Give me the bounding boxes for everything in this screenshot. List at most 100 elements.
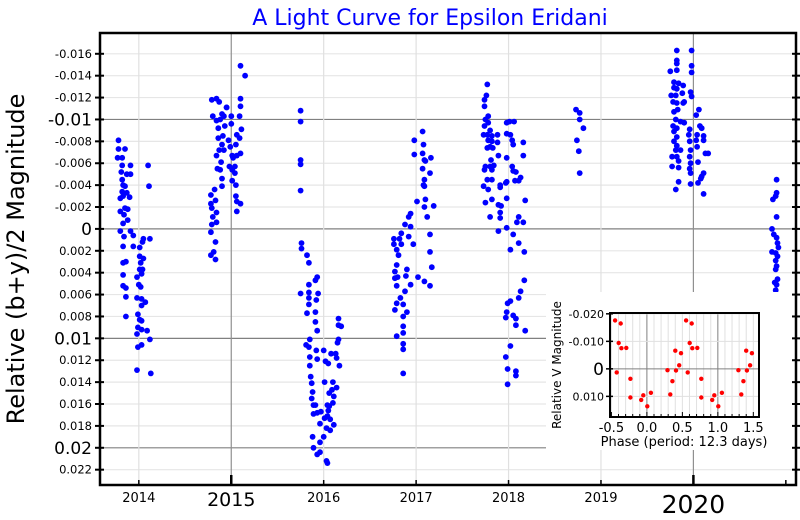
data-point bbox=[335, 336, 342, 343]
data-point bbox=[520, 152, 527, 159]
x-tick-label: 2018 bbox=[492, 491, 525, 506]
data-point bbox=[510, 231, 517, 238]
data-point bbox=[428, 154, 434, 161]
inset-data-point bbox=[739, 392, 744, 397]
data-point bbox=[320, 433, 327, 440]
data-point bbox=[495, 228, 502, 235]
data-point bbox=[233, 182, 239, 189]
inset-data-point bbox=[749, 351, 755, 356]
data-point bbox=[114, 154, 121, 161]
data-point bbox=[229, 177, 236, 184]
data-point bbox=[325, 407, 332, 414]
data-point bbox=[233, 141, 239, 148]
inset-data-point bbox=[744, 368, 750, 373]
data-point bbox=[147, 235, 153, 242]
data-point bbox=[211, 186, 218, 193]
inset-x-tick-label: 0.5 bbox=[672, 421, 693, 436]
y-tick-label: -0.006 bbox=[55, 156, 92, 170]
data-point bbox=[520, 139, 527, 146]
data-point bbox=[121, 233, 127, 240]
data-point bbox=[391, 235, 397, 242]
data-point bbox=[216, 99, 223, 105]
data-point bbox=[217, 166, 224, 173]
data-point bbox=[137, 284, 144, 290]
data-point bbox=[225, 137, 232, 144]
data-point bbox=[142, 299, 149, 306]
data-point bbox=[123, 285, 129, 291]
data-point bbox=[510, 141, 517, 148]
data-point bbox=[393, 246, 400, 253]
data-point bbox=[314, 356, 321, 362]
data-point bbox=[220, 133, 226, 139]
data-point bbox=[484, 81, 491, 88]
y-tick-label: 0.008 bbox=[59, 309, 92, 323]
data-point bbox=[672, 147, 679, 154]
data-point bbox=[430, 203, 437, 209]
data-point bbox=[393, 262, 400, 268]
data-point bbox=[687, 181, 694, 187]
data-point bbox=[138, 270, 145, 277]
data-point bbox=[400, 346, 407, 353]
data-point bbox=[392, 307, 398, 313]
data-point bbox=[497, 209, 504, 216]
data-point bbox=[673, 100, 680, 106]
data-point bbox=[421, 204, 428, 210]
data-point bbox=[306, 362, 313, 369]
data-point bbox=[139, 239, 146, 245]
data-point bbox=[215, 125, 222, 132]
data-point bbox=[317, 439, 323, 446]
data-point bbox=[694, 131, 700, 138]
data-point bbox=[309, 389, 316, 395]
data-point bbox=[502, 354, 509, 360]
data-point bbox=[489, 176, 495, 183]
data-point bbox=[298, 245, 305, 252]
data-point bbox=[208, 205, 215, 212]
data-point bbox=[484, 176, 491, 183]
data-point bbox=[668, 92, 675, 99]
data-point bbox=[400, 330, 407, 336]
y-tick-label: -0.002 bbox=[55, 200, 92, 214]
y-tick-label: 0.016 bbox=[59, 397, 92, 411]
data-point bbox=[576, 116, 583, 123]
y-tick-label: 0.012 bbox=[59, 353, 92, 367]
data-point bbox=[669, 163, 675, 170]
data-point bbox=[705, 150, 712, 157]
data-point bbox=[306, 289, 312, 296]
data-point bbox=[121, 211, 127, 218]
data-point bbox=[306, 295, 312, 301]
data-point bbox=[673, 142, 680, 149]
data-point bbox=[515, 240, 522, 247]
data-point bbox=[504, 366, 511, 372]
inset-x-tick-label: 0.0 bbox=[637, 421, 658, 436]
data-point bbox=[403, 273, 409, 279]
inset-data-point bbox=[612, 318, 618, 323]
data-point bbox=[327, 427, 334, 434]
data-point bbox=[330, 400, 336, 406]
data-point bbox=[317, 449, 323, 456]
data-point bbox=[400, 313, 407, 320]
data-point bbox=[314, 327, 321, 334]
y-tick-label: -0.01 bbox=[48, 110, 92, 130]
main-data-points bbox=[114, 47, 782, 466]
data-point bbox=[221, 123, 228, 129]
data-point bbox=[217, 116, 224, 123]
data-point bbox=[667, 68, 674, 75]
inset-y-tick-label: -0.010 bbox=[569, 335, 604, 348]
data-point bbox=[694, 143, 700, 150]
data-point bbox=[228, 113, 235, 120]
inset-y-tick-label: -0.020 bbox=[569, 308, 604, 321]
data-point bbox=[335, 315, 342, 322]
data-point bbox=[321, 379, 328, 385]
data-point bbox=[502, 314, 509, 321]
data-point bbox=[673, 67, 680, 74]
data-point bbox=[511, 118, 517, 125]
data-point bbox=[144, 327, 151, 334]
data-point bbox=[213, 152, 220, 159]
data-point bbox=[400, 301, 407, 308]
data-point bbox=[494, 139, 501, 146]
data-point bbox=[208, 200, 214, 207]
data-point bbox=[313, 347, 320, 354]
data-point bbox=[673, 60, 680, 67]
data-point bbox=[208, 252, 214, 259]
data-point bbox=[521, 249, 528, 255]
